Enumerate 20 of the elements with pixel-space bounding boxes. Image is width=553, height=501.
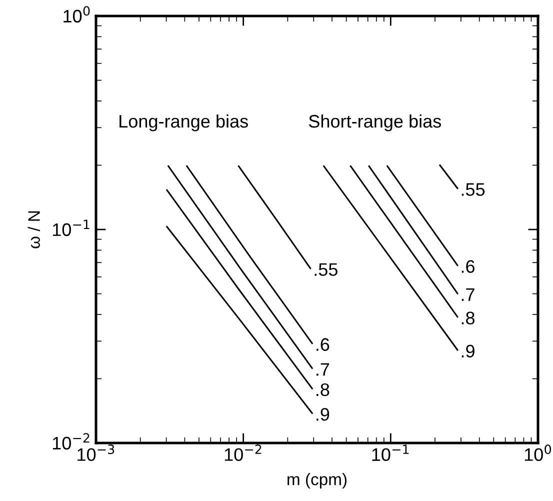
annotation: .55 xyxy=(462,183,485,196)
y-tick-label: 10$^{−1}$ xyxy=(52,220,90,236)
x-tick-label: 10$^{−2}$ xyxy=(224,444,262,461)
annotation: .7 xyxy=(462,288,474,301)
x-tick-label: 10$^{−1}$ xyxy=(372,444,409,461)
annotation: .6 xyxy=(462,260,474,273)
x-tick-label: 10$^{−3}$ xyxy=(78,444,114,461)
annotation: Short-range bias xyxy=(308,114,441,132)
annotation: .7 xyxy=(316,363,330,376)
y-tick-label: 10$^{0}$ xyxy=(64,6,90,23)
annotation: .6 xyxy=(316,338,330,351)
annotation: .55 xyxy=(314,263,338,276)
annotation: .8 xyxy=(462,312,475,324)
annotation: Long-range bias xyxy=(120,114,248,132)
annotation: .9 xyxy=(462,344,474,358)
x-axis-title: m (cpm) xyxy=(288,473,347,489)
y-axis-title: ω / N xyxy=(28,211,40,248)
annotation: .9 xyxy=(316,408,330,421)
annotation: .8 xyxy=(316,383,330,396)
x-tick-label: 10$^{0}$ xyxy=(524,444,552,461)
